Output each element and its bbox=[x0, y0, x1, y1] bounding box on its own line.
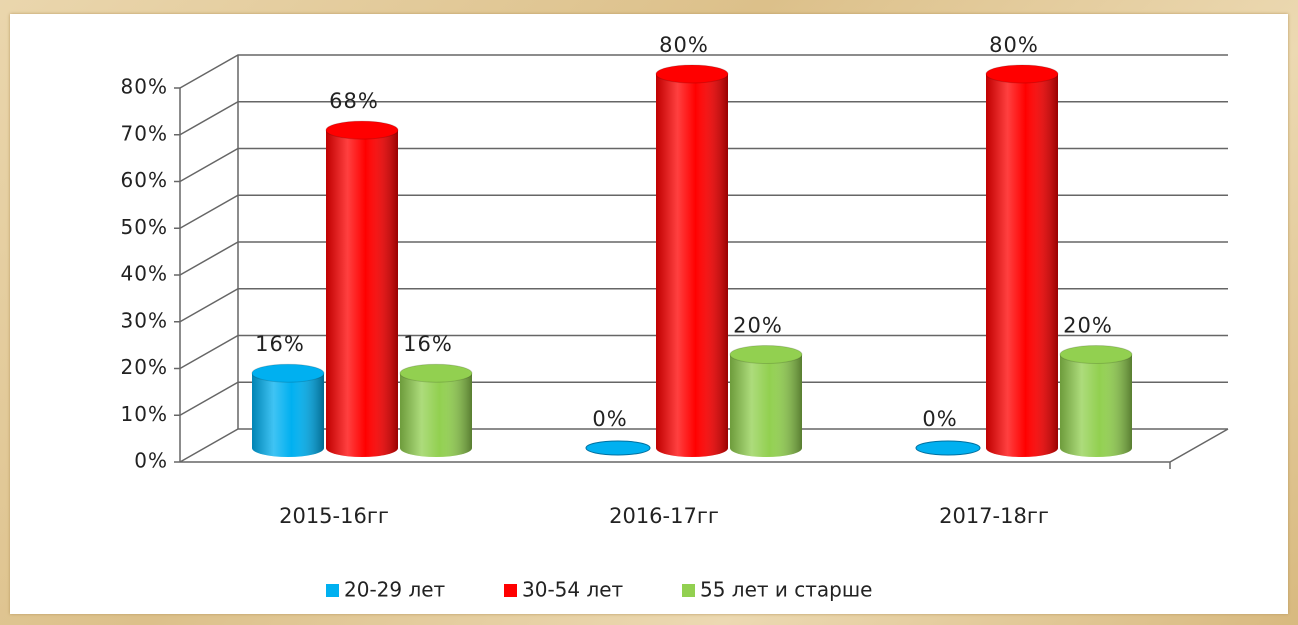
value-label: 20% bbox=[733, 314, 783, 338]
bar-shade bbox=[400, 373, 472, 457]
chart-panel bbox=[10, 14, 1288, 614]
x-tick-label: 2015-16гг bbox=[279, 504, 389, 528]
value-label: 16% bbox=[255, 332, 305, 356]
y-tick-label: 40% bbox=[121, 262, 168, 286]
x-tick-label: 2016-17гг bbox=[609, 504, 719, 528]
bar-top bbox=[325, 120, 399, 140]
x-tick-label: 2017-18гг bbox=[939, 504, 1049, 528]
value-label: 0% bbox=[592, 407, 627, 431]
y-tick-label: 30% bbox=[121, 308, 168, 332]
value-label: 80% bbox=[989, 33, 1039, 57]
legend-label: 30-54 лет bbox=[522, 578, 624, 602]
y-tick-label: 10% bbox=[121, 402, 168, 426]
value-label: 68% bbox=[329, 89, 379, 113]
bar-shade bbox=[252, 373, 324, 457]
bar-top bbox=[399, 363, 473, 383]
bar-top bbox=[729, 345, 803, 364]
bar-top bbox=[251, 363, 325, 383]
y-tick-label: 20% bbox=[121, 355, 168, 379]
y-tick-label: 80% bbox=[121, 75, 168, 99]
value-label: 16% bbox=[403, 332, 453, 356]
bar-shade bbox=[1060, 354, 1132, 457]
value-label: 80% bbox=[659, 33, 709, 57]
bar bbox=[585, 440, 651, 456]
value-label: 0% bbox=[922, 407, 957, 431]
y-tick-label: 0% bbox=[134, 449, 168, 473]
bar-shade bbox=[326, 130, 398, 457]
legend-label: 20-29 лет bbox=[344, 578, 446, 602]
bar-top bbox=[985, 64, 1059, 84]
bar-shade bbox=[986, 74, 1058, 457]
bar-top bbox=[655, 64, 729, 84]
y-tick-label: 70% bbox=[121, 121, 168, 145]
legend-label: 55 лет и старше bbox=[700, 578, 872, 602]
bar-top bbox=[1059, 345, 1133, 364]
legend-swatch bbox=[326, 584, 339, 597]
y-tick-label: 50% bbox=[121, 215, 168, 239]
legend-swatch bbox=[682, 584, 695, 597]
legend-swatch bbox=[504, 584, 517, 597]
bar-shade bbox=[730, 354, 802, 457]
y-tick-label: 60% bbox=[121, 168, 168, 192]
bar bbox=[915, 440, 981, 456]
value-label: 20% bbox=[1063, 314, 1113, 338]
bar-shade bbox=[656, 74, 728, 457]
